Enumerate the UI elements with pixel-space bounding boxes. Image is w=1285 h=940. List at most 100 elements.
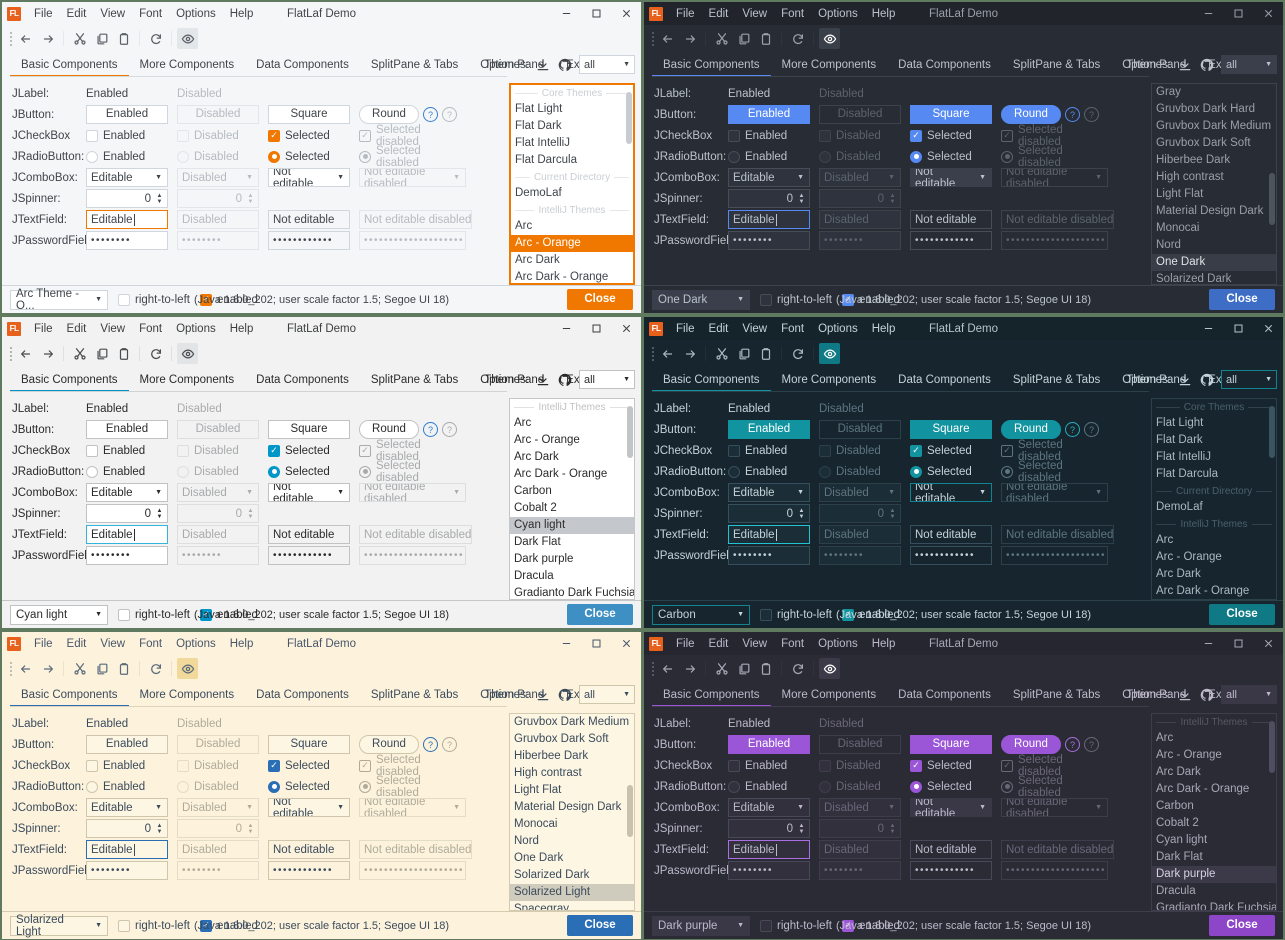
jbutton-enabled[interactable]: Enabled xyxy=(728,105,810,124)
theme-filter-combo[interactable]: all ▼ xyxy=(1221,685,1277,704)
menu-edit[interactable]: Edit xyxy=(66,637,87,650)
tab-option-pane[interactable]: Option Pane xyxy=(1122,689,1187,701)
theme-list-item[interactable]: Flat Darcula xyxy=(1156,468,1218,480)
menu-file[interactable]: File xyxy=(676,322,695,335)
tab-splitpane-tabs[interactable]: SplitPane & Tabs xyxy=(370,689,459,701)
jtextfield-editable[interactable]: Editable xyxy=(86,525,168,544)
github-icon[interactable] xyxy=(1199,372,1215,388)
tab-basic-components[interactable]: Basic Components xyxy=(10,368,129,392)
tab-basic-components[interactable]: Basic Components xyxy=(10,683,129,707)
jtextfield-editable[interactable]: Editable xyxy=(86,840,168,859)
theme-filter-combo[interactable]: all ▼ xyxy=(1221,370,1277,389)
minimize-button[interactable] xyxy=(1193,632,1223,655)
toolbar-back-button[interactable] xyxy=(657,658,678,679)
theme-list-item[interactable]: Arc xyxy=(1156,534,1174,546)
download-icon[interactable] xyxy=(1177,372,1193,388)
chevron-down-icon[interactable]: ▼ xyxy=(155,804,162,811)
jradiobutton-enabled[interactable]: Enabled xyxy=(86,780,168,793)
maximize-button[interactable] xyxy=(1223,317,1253,340)
maximize-button[interactable] xyxy=(581,2,611,25)
chevron-down-icon[interactable]: ▼ xyxy=(1265,691,1272,698)
jcheckbox-selected[interactable]: ✓ Selected xyxy=(268,444,350,457)
close-button[interactable] xyxy=(1253,317,1283,340)
github-icon[interactable] xyxy=(1199,687,1215,703)
theme-list-item[interactable]: Solarized Dark xyxy=(1156,273,1232,285)
tab-more-components[interactable]: More Components xyxy=(139,59,235,71)
tab-data-components[interactable]: Data Components xyxy=(898,59,991,71)
theme-list[interactable]: IntelliJ Themes Arc Arc - Orange Arc Dark Ar… xyxy=(1151,713,1277,911)
jcombobox-not-editable[interactable]: Not editable ▼ xyxy=(268,798,350,817)
theme-filter-combo[interactable]: all ▼ xyxy=(1221,55,1277,74)
theme-list-item[interactable]: Arc Dark xyxy=(515,254,560,266)
spinner-arrows[interactable]: ▲ ▼ xyxy=(798,822,805,835)
jcombobox-not-editable[interactable]: Not editable ▼ xyxy=(268,168,350,187)
tab-data-components[interactable]: Data Components xyxy=(898,689,991,701)
minimize-button[interactable] xyxy=(1193,2,1223,25)
toolbar-refresh-button[interactable] xyxy=(145,343,166,364)
theme-list-item[interactable]: Arc - Orange xyxy=(1156,551,1222,563)
theme-list-item[interactable]: Arc - Orange xyxy=(514,434,580,446)
jpasswordfield-editable[interactable]: •••••••• xyxy=(728,231,810,250)
menu-view[interactable]: View xyxy=(100,322,126,335)
jcheckbox-selected[interactable]: ✓ Selected xyxy=(268,129,350,142)
jbutton-round[interactable]: Round xyxy=(1001,420,1061,439)
chevron-down-icon[interactable]: ▼ xyxy=(95,922,102,929)
theme-list-item[interactable]: Arc Dark xyxy=(514,451,559,463)
close-dialog-button[interactable]: Close xyxy=(1209,915,1275,936)
chevron-down-icon[interactable]: ▼ xyxy=(623,691,630,698)
jbutton-round[interactable]: Round xyxy=(1001,735,1061,754)
spinner-arrows[interactable]: ▲ ▼ xyxy=(156,507,163,520)
theme-list-item[interactable]: DemoLaf xyxy=(515,187,562,199)
theme-list-item[interactable]: Flat IntelliJ xyxy=(515,137,570,149)
jcheckbox-selected[interactable]: ✓ Selected xyxy=(910,759,992,772)
theme-list-item[interactable]: Gruvbox Dark Medium xyxy=(514,716,630,728)
jbutton-round[interactable]: Round xyxy=(359,105,419,124)
theme-list-item[interactable]: Hiberbee Dark xyxy=(514,750,589,762)
theme-list[interactable]: IntelliJ Themes Arc Arc - Orange Arc Dark Ar… xyxy=(509,398,635,600)
theme-list-item[interactable]: Arc xyxy=(514,417,532,429)
theme-list-item[interactable]: Cyan light xyxy=(510,517,634,534)
jtextfield-not-editable[interactable]: Not editable xyxy=(268,210,350,229)
right-to-left-checkbox[interactable]: right-to-left xyxy=(118,293,190,306)
jradiobutton-selected[interactable]: Selected xyxy=(268,150,350,163)
menu-edit[interactable]: Edit xyxy=(708,322,729,335)
chevron-down-icon[interactable]: ▼ xyxy=(979,174,986,181)
menu-options[interactable]: Options xyxy=(176,322,216,335)
jtextfield-editable[interactable]: Editable xyxy=(86,210,168,229)
theme-list-item[interactable]: Flat IntelliJ xyxy=(1156,451,1211,463)
theme-list[interactable]: Core Themes Flat Light Flat Dark Flat Intel… xyxy=(1151,398,1277,600)
help-button-enabled[interactable]: ? xyxy=(1065,422,1080,437)
theme-list[interactable]: Gruvbox Dark Medium Gruvbox Dark Soft Hibe… xyxy=(509,713,635,911)
tab-basic-components[interactable]: Basic Components xyxy=(652,53,771,77)
jcombobox-editable[interactable]: Editable ▼ xyxy=(728,168,810,187)
maximize-button[interactable] xyxy=(1223,2,1253,25)
toolbar-refresh-button[interactable] xyxy=(787,658,808,679)
menu-view[interactable]: View xyxy=(742,322,768,335)
toolbar-grip[interactable] xyxy=(7,346,14,362)
jcheckbox-selected[interactable]: ✓ Selected xyxy=(910,444,992,457)
toolbar-cut-button[interactable] xyxy=(711,658,732,679)
theme-list-item[interactable]: Dark purple xyxy=(514,553,574,565)
theme-list-item[interactable]: One Dark xyxy=(514,852,564,864)
chevron-down-icon[interactable]: ▼ xyxy=(337,489,344,496)
spinner-arrows[interactable]: ▲ ▼ xyxy=(247,822,254,835)
jbutton-square[interactable]: Square xyxy=(910,420,992,439)
toolbar-paste-button[interactable] xyxy=(755,658,776,679)
jpasswordfield-not-editable[interactable]: •••••••••••• xyxy=(268,231,350,250)
jtextfield-editable[interactable]: Editable xyxy=(728,210,810,229)
jcombobox-editable[interactable]: Editable ▼ xyxy=(86,483,168,502)
menu-file[interactable]: File xyxy=(34,637,53,650)
tab-option-pane[interactable]: Option Pane xyxy=(1122,59,1187,71)
theme-list-item[interactable]: Carbon xyxy=(1156,800,1194,812)
theme-list-item[interactable]: Hiberbee Dark xyxy=(1156,154,1231,166)
menu-edit[interactable]: Edit xyxy=(66,7,87,20)
toolbar-eye-button[interactable] xyxy=(177,343,198,364)
close-button[interactable] xyxy=(1253,2,1283,25)
jcheckbox-enabled[interactable]: Enabled xyxy=(86,444,168,457)
jcombobox-not-editable[interactable]: Not editable ▼ xyxy=(268,483,350,502)
theme-list-item[interactable]: Gruvbox Dark Soft xyxy=(514,733,609,745)
spinner-arrows[interactable]: ▲ ▼ xyxy=(798,507,805,520)
toolbar-eye-button[interactable] xyxy=(819,28,840,49)
toolbar-back-button[interactable] xyxy=(15,343,36,364)
tab-splitpane-tabs[interactable]: SplitPane & Tabs xyxy=(1012,689,1101,701)
